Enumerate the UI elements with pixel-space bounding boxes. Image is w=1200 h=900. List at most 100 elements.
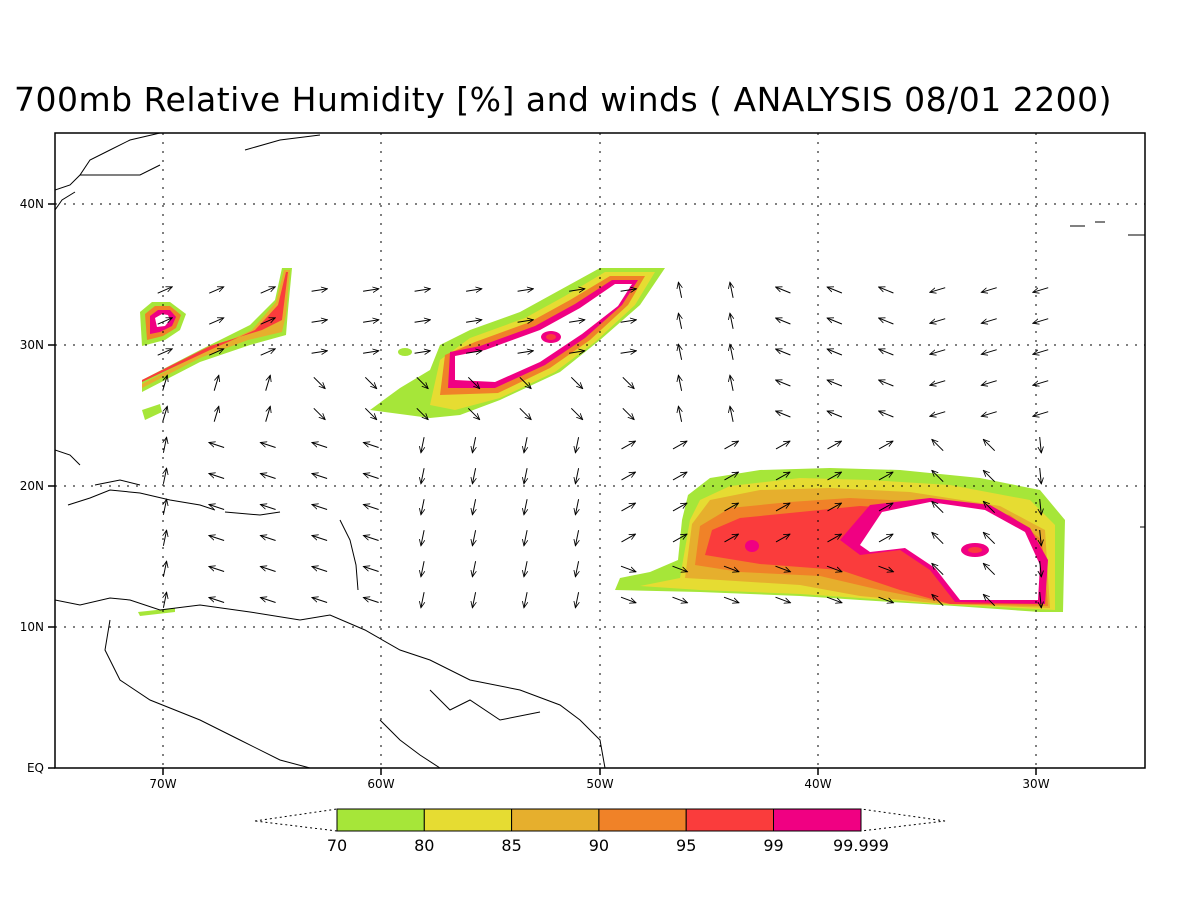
wind-arrow [260, 505, 276, 510]
wind-arrow [311, 320, 328, 322]
colorbar-swatch-90-95 [598, 808, 687, 832]
wind-arrow [569, 289, 585, 291]
grid-lines [55, 133, 1145, 768]
wind-arrow [620, 351, 637, 353]
colorbar-low-triangle [254, 808, 338, 832]
wind-arrow [932, 563, 944, 576]
wind-arrow [879, 318, 894, 325]
wind-arrow [672, 534, 687, 543]
wind-arrow [620, 565, 636, 572]
lat-label-eq: EQ [27, 761, 44, 775]
wind-arrow [517, 351, 534, 353]
wind-arrow [467, 376, 479, 388]
wind-arrow [981, 349, 997, 355]
wind-arrow [730, 344, 733, 360]
colorbar-high-triangle [860, 808, 946, 832]
wind-arrow [1040, 591, 1042, 608]
wind-arrow [208, 348, 224, 356]
wind-arrow [472, 437, 475, 453]
lon-label-50w: 50W [586, 777, 613, 791]
wind-arrow [414, 320, 431, 322]
wind-arrow [1033, 349, 1049, 355]
wind-arrow [775, 441, 790, 450]
wind-arrow [932, 594, 944, 607]
wind-arrow [208, 286, 224, 294]
wind-arrow [575, 561, 578, 577]
wind-arrow [363, 289, 379, 291]
colorbar-swatch-80-85 [423, 808, 513, 832]
wind-arrow [260, 348, 276, 356]
wind-arrow [621, 534, 636, 543]
wind-arrow [775, 472, 790, 481]
wind-arrow [930, 411, 946, 417]
wind-arrow [724, 441, 739, 450]
wind-arrow [157, 286, 173, 294]
wind-arrow [775, 596, 791, 603]
wind-arrow [213, 375, 219, 391]
wind-arrow [575, 437, 578, 453]
wind-arrow [678, 313, 681, 329]
wind-arrow [620, 596, 636, 603]
colorbar-label-95: 95 [676, 836, 696, 855]
wind-arrow [311, 289, 328, 291]
wind-arrow [1040, 529, 1042, 546]
lat-label-10n: 10N [20, 620, 44, 634]
wind-arrow [524, 468, 527, 484]
lat-label-40n: 40N [20, 197, 44, 211]
wind-arrow [570, 407, 582, 419]
wind-arrow [524, 530, 527, 546]
colorbar-swatch-95-99 [685, 808, 775, 832]
wind-arrow [932, 470, 944, 483]
wind-arrow [163, 530, 166, 546]
wind-arrow [981, 318, 997, 324]
wind-arrow [569, 351, 585, 353]
wind-arrow [260, 443, 276, 448]
wind-arrow [879, 380, 894, 387]
wind-arrow [826, 565, 842, 572]
wind-arrow [878, 596, 894, 603]
wind-arrow [981, 287, 997, 293]
wind-arrow [827, 380, 843, 387]
rh-region-east-hole [860, 502, 1040, 600]
wind-arrow [157, 317, 173, 325]
wind-arrow [467, 407, 479, 419]
wind-arrow [421, 592, 424, 608]
wind-arrow [724, 503, 739, 512]
wind-arrow [1040, 436, 1042, 453]
wind-arrow [1040, 560, 1042, 577]
wind-arrow [519, 407, 531, 419]
wind-arrow [312, 505, 328, 510]
wind-arrow [672, 441, 687, 450]
wind-arrow [678, 375, 681, 391]
wind-arrow [775, 534, 790, 543]
lon-label-40w: 40W [804, 777, 831, 791]
wind-arrow [162, 406, 168, 422]
lon-label-60w: 60W [367, 777, 394, 791]
lat-label-30n: 30N [20, 338, 44, 352]
wind-arrow [1033, 411, 1049, 417]
wind-arrow [524, 499, 527, 515]
wind-arrow [878, 534, 893, 543]
wind-arrow [311, 351, 328, 353]
wind-arrow [363, 474, 379, 479]
wind-arrow [363, 598, 379, 603]
wind-arrow [622, 407, 634, 419]
humidity-shading [138, 268, 1065, 616]
wind-arrow [363, 505, 379, 510]
plot-frame [54, 132, 1146, 769]
wind-arrow [620, 320, 637, 322]
wind-arrow [312, 598, 328, 603]
wind-arrow [1040, 498, 1042, 515]
wind-arrow [312, 536, 328, 541]
wind-arrow [826, 596, 842, 603]
wind-arrow [723, 565, 739, 572]
wind-arrow [312, 567, 328, 572]
lon-label-30w: 30W [1022, 777, 1049, 791]
wind-arrow [575, 530, 578, 546]
wind-arrow [163, 468, 166, 484]
wind-arrow [827, 318, 843, 325]
wind-arrow [776, 349, 791, 356]
wind-arrow [260, 567, 276, 572]
wind-arrow [208, 317, 224, 325]
lon-label-70w: 70W [149, 777, 176, 791]
